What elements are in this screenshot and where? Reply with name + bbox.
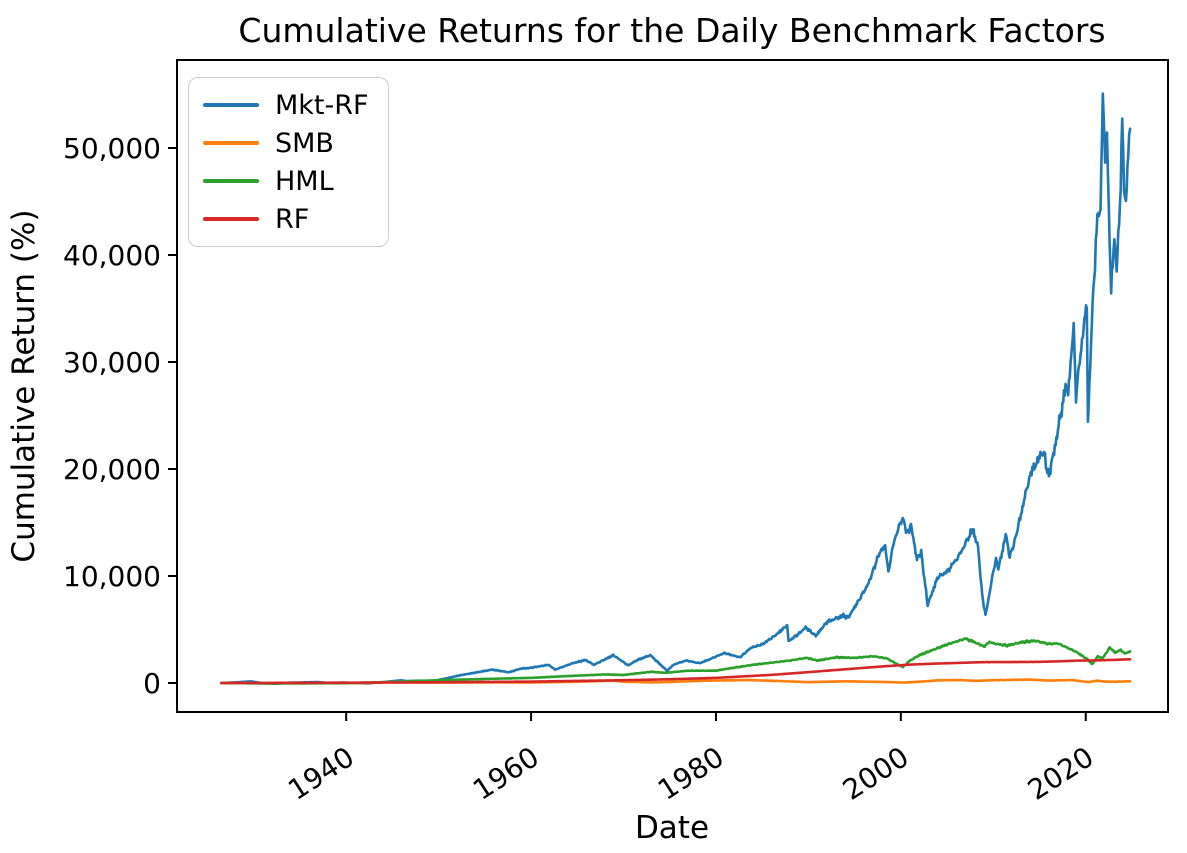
y-axis-label: Cumulative Return (%) — [6, 209, 42, 562]
legend-label-rf: RF — [275, 203, 310, 235]
legend-label-smb: SMB — [275, 127, 334, 159]
y-tick-label: 0 — [143, 667, 161, 700]
x-tick-label: 2000 — [837, 740, 915, 806]
legend-label-mkt-rf: Mkt-RF — [275, 89, 369, 121]
rf-line-swatch — [203, 217, 259, 221]
legend-entry-smb: SMB — [203, 124, 388, 162]
legend: Mkt-RF SMB HML RF — [188, 77, 389, 247]
x-tick-label: 1980 — [652, 740, 730, 806]
smb-line-swatch — [203, 141, 259, 145]
y-tick-label: 20,000 — [63, 453, 161, 486]
y-tick-label: 10,000 — [63, 560, 161, 593]
mkt-rf-line-swatch — [203, 103, 259, 107]
legend-entry-mkt-rf: Mkt-RF — [203, 86, 388, 124]
legend-entry-rf: RF — [203, 200, 388, 238]
legend-label-hml: HML — [275, 165, 334, 197]
y-tick-label: 30,000 — [63, 346, 161, 379]
legend-entry-hml: HML — [203, 162, 388, 200]
y-tick-label: 50,000 — [63, 132, 161, 165]
plot-area-frame — [176, 59, 1169, 713]
chart-title: Cumulative Returns for the Daily Benchma… — [238, 11, 1105, 50]
x-tick-label: 1960 — [467, 740, 545, 806]
x-tick-label: 2020 — [1022, 740, 1100, 806]
rf-line — [220, 657, 1132, 685]
x-tick-label: 1940 — [282, 740, 360, 806]
y-tick-label: 40,000 — [63, 239, 161, 272]
series-lines — [220, 92, 1132, 686]
hml-line-swatch — [203, 179, 259, 183]
x-axis-label: Date — [635, 810, 709, 846]
